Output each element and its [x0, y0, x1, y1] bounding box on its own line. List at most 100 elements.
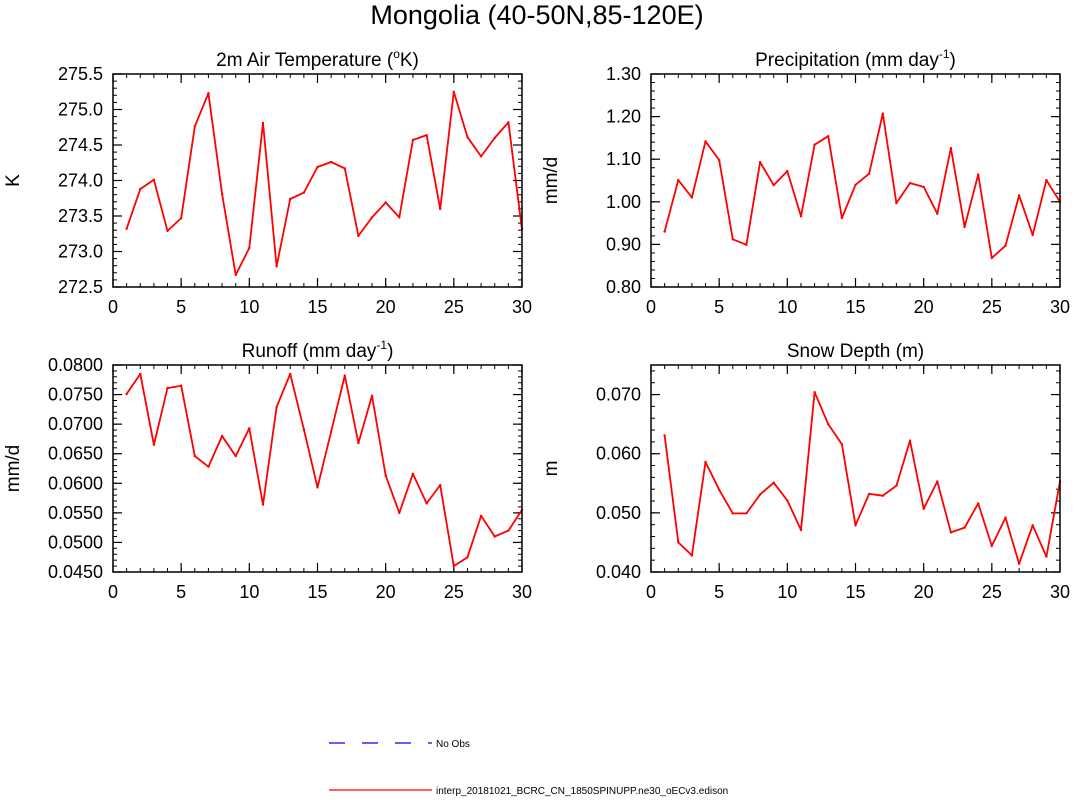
- data-point: [207, 92, 210, 95]
- y-tick-label: 0.0650: [48, 444, 103, 464]
- data-point: [452, 564, 455, 568]
- y-tick-label: 1.30: [606, 64, 641, 84]
- data-point: [398, 511, 401, 515]
- series-line-snow: [663, 391, 1061, 565]
- data-point: [677, 541, 680, 544]
- x-tick-label: 10: [239, 297, 259, 317]
- data-point: [193, 125, 196, 128]
- data-point: [316, 486, 319, 489]
- x-tick-label: 5: [176, 582, 186, 602]
- series-line-temp: [125, 90, 523, 276]
- data-point: [1031, 524, 1034, 527]
- legend-obs-label: No Obs: [436, 739, 470, 750]
- x-tick-label: 0: [646, 297, 656, 317]
- y-tick-label: 0.0450: [48, 562, 103, 582]
- x-tick-label: 15: [845, 297, 865, 317]
- data-point: [936, 212, 939, 215]
- y-tick-label: 0.0550: [48, 503, 103, 523]
- data-point: [220, 192, 224, 196]
- data-point: [479, 514, 483, 517]
- data-point: [718, 488, 721, 491]
- data-point: [207, 465, 210, 468]
- x-tick-label: 5: [176, 297, 186, 317]
- data-point: [493, 535, 496, 538]
- data-point: [677, 178, 680, 182]
- data-point: [493, 136, 496, 140]
- panel-runoff: Runoff (mm day-1) mm/d 0.0450 0.0500 0.0550 0…: [3, 338, 532, 602]
- data-point: [745, 512, 748, 515]
- data-point: [854, 524, 857, 527]
- data-point: [343, 374, 346, 377]
- y-tick-label: 275.5: [58, 64, 103, 84]
- data-point: [139, 372, 142, 376]
- data-point: [439, 483, 442, 487]
- data-point: [357, 234, 360, 238]
- data-point: [840, 216, 844, 220]
- y-tick-label: 1.20: [606, 107, 641, 127]
- data-point: [1004, 516, 1007, 519]
- data-point: [827, 422, 830, 426]
- data-point: [220, 434, 224, 438]
- data-point: [1031, 233, 1034, 237]
- data-point: [663, 434, 666, 437]
- x-tick-label: 20: [376, 582, 396, 602]
- data-point: [234, 454, 237, 458]
- x-tick-label: 15: [307, 297, 327, 317]
- y-tick-label: 275.0: [58, 100, 103, 120]
- series-line-runoff: [125, 372, 523, 567]
- data-point: [867, 492, 871, 496]
- data-point: [772, 184, 775, 187]
- data-point: [152, 178, 156, 181]
- data-point: [261, 121, 265, 125]
- y-tick-label: 0.040: [596, 562, 641, 582]
- x-tick-label: 15: [845, 582, 865, 602]
- series-line-precip: [663, 112, 1061, 259]
- data-point: [479, 155, 483, 158]
- y-tick-label: 274.5: [58, 135, 103, 155]
- x-tick-label: 25: [444, 582, 464, 602]
- y-tick-label: 272.5: [58, 277, 103, 297]
- x-tick-label: 15: [307, 582, 327, 602]
- data-point: [411, 472, 415, 475]
- y-tick-label: 0.0700: [48, 414, 103, 434]
- data-point: [384, 201, 387, 204]
- data-point: [193, 454, 196, 458]
- data-point: [758, 493, 762, 496]
- x-tick-label: 0: [108, 582, 118, 602]
- data-point: [425, 502, 428, 505]
- data-point: [398, 216, 401, 219]
- data-point: [261, 503, 265, 506]
- panel-snow: Snow Depth (m) m 0.040 0.050 0.060 0.070 0 5 10 1…: [541, 341, 1070, 602]
- data-point: [507, 121, 510, 124]
- data-point: [772, 481, 775, 484]
- data-point: [949, 531, 953, 534]
- data-point: [1045, 178, 1048, 182]
- x-tick-label: 20: [914, 582, 934, 602]
- data-point: [302, 428, 306, 431]
- x-tick-label: 0: [108, 297, 118, 317]
- y-tick-label: 0.0750: [48, 385, 103, 405]
- plot-frame: [650, 364, 1061, 573]
- x-tick-label: 10: [777, 297, 797, 317]
- y-tick-label: 273.5: [58, 206, 103, 226]
- x-tick-label: 30: [512, 582, 532, 602]
- data-point: [234, 273, 237, 277]
- data-point: [963, 225, 966, 229]
- panel-precip: Precipitation (mm day-1) mm/d 0.80 0.90 1.00…: [541, 47, 1070, 317]
- data-point: [370, 394, 374, 397]
- data-point: [663, 230, 666, 233]
- data-point: [329, 430, 333, 433]
- x-tick-label: 25: [982, 297, 1002, 317]
- x-tick-label: 5: [714, 582, 724, 602]
- data-point: [289, 372, 292, 376]
- y-tick-label: 1.10: [606, 149, 641, 169]
- data-point: [180, 216, 183, 220]
- x-tick-label: 30: [512, 297, 532, 317]
- data-point: [813, 391, 816, 394]
- y-tick-label: 0.80: [606, 277, 641, 297]
- x-tick-label: 0: [646, 582, 656, 602]
- plot-frame: [650, 73, 1061, 288]
- y-tick-label: 273.0: [58, 242, 103, 262]
- data-point: [466, 136, 469, 139]
- data-point: [411, 138, 415, 142]
